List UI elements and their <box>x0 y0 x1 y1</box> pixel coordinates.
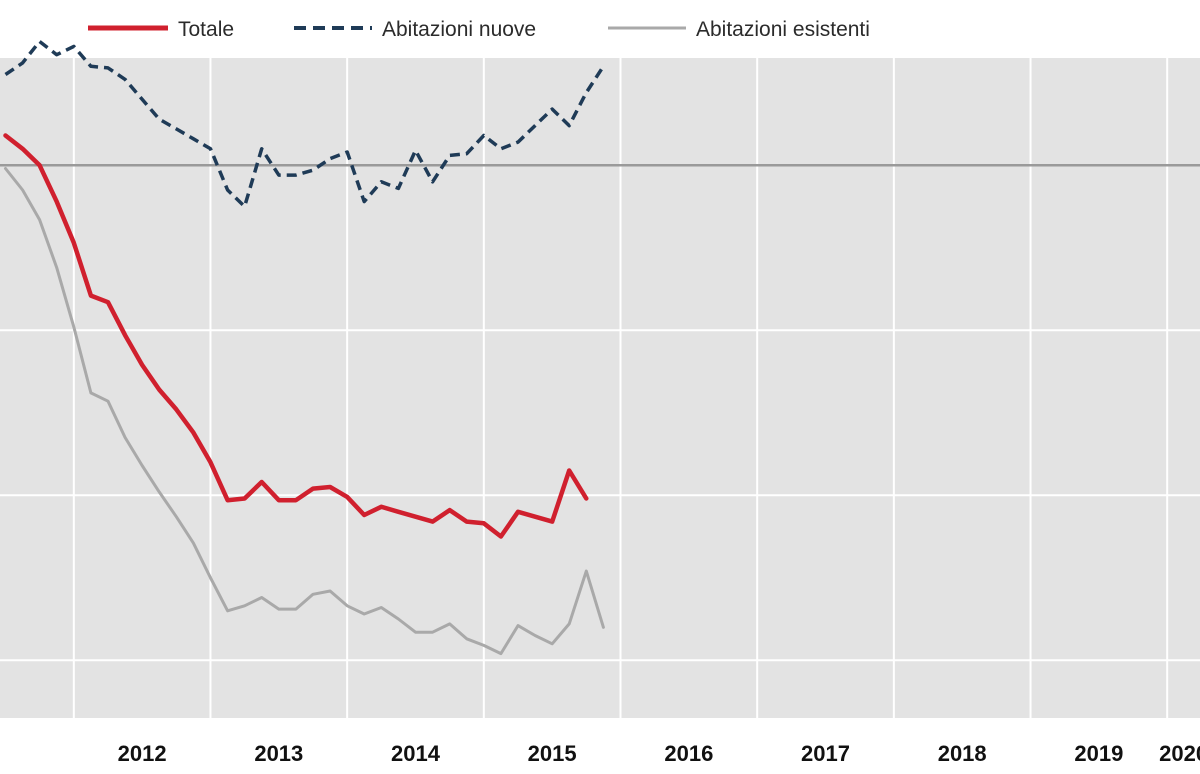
x-tick-label-2019: 2019 <box>1074 741 1123 766</box>
series-line-abitazioni-esistenti <box>4 167 605 656</box>
series-layer <box>3 39 605 656</box>
legend-label-totale: Totale <box>178 18 234 41</box>
x-tick-label-2020: 2020 <box>1159 741 1200 766</box>
x-tick-label-2018: 2018 <box>938 741 987 766</box>
x-tick-label-2016: 2016 <box>664 741 713 766</box>
x-tick-label-2013: 2013 <box>254 741 303 766</box>
gridlines <box>0 58 1200 718</box>
series-line-totale <box>3 133 589 539</box>
legend-label-abitazioni-esistenti: Abitazioni esistenti <box>696 18 870 41</box>
legend-label-abitazioni-nuove: Abitazioni nuove <box>382 18 536 41</box>
legend: Totale Abitazioni nuove Abitazioni esist… <box>88 18 870 41</box>
plot-area <box>0 58 1200 718</box>
x-tick-label-2014: 2014 <box>391 741 441 766</box>
x-tick-label-2012: 2012 <box>118 741 167 766</box>
series-line-abitazioni-nuove <box>4 39 605 209</box>
x-axis-tick-labels: 2012 2013 2014 2015 2016 2017 2018 2019 2020 <box>118 741 1200 766</box>
x-tick-label-2017: 2017 <box>801 741 850 766</box>
x-tick-label-2015: 2015 <box>528 741 577 766</box>
